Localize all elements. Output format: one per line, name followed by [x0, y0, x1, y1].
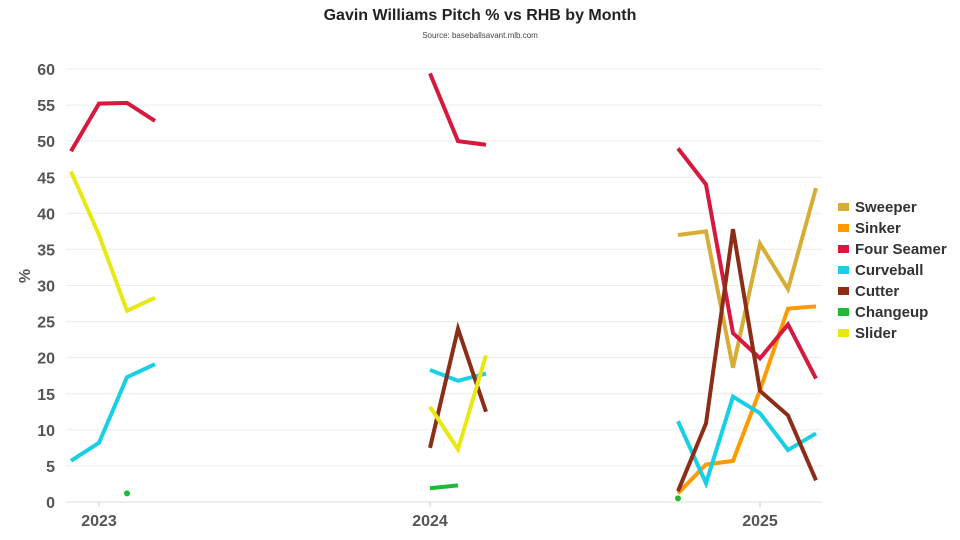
x-tick-label: 2025 [742, 513, 778, 530]
curveball-line [676, 393, 818, 489]
four-seamer-line [676, 147, 818, 380]
y-tick-label: 15 [37, 387, 55, 404]
four-seamer-line [428, 72, 487, 147]
y-tick-label: 0 [46, 495, 55, 512]
four-seamer-line [69, 100, 157, 153]
slider-line [69, 170, 156, 314]
y-tick-label: 40 [37, 206, 55, 223]
y-axis-label: % [17, 269, 34, 283]
y-tick-label: 25 [37, 315, 55, 332]
y-tick-label: 35 [37, 242, 55, 259]
legend-cutter: Cutter [855, 283, 899, 300]
four-seamer-legend-swatch [838, 245, 849, 253]
legend-sinker: Sinker [855, 220, 901, 237]
legend-sweeper: Sweeper [855, 199, 917, 216]
chart-subtitle: Source: baseballsavant.mlb.com [422, 31, 538, 40]
curveball-legend-swatch [838, 266, 849, 274]
changeup-line [429, 483, 459, 491]
y-tick-label: 10 [37, 423, 55, 440]
changeup-legend-swatch [838, 308, 849, 316]
changeup-point [124, 490, 130, 497]
sweeper-legend-swatch [838, 203, 849, 211]
y-tick-label: 55 [37, 98, 55, 115]
curveball-line [69, 362, 156, 463]
legend-curveball: Curveball [855, 262, 923, 279]
sinker-legend-swatch [838, 224, 849, 232]
legend-four-seamer: Four Seamer [855, 241, 947, 258]
slider-line [428, 354, 488, 455]
cutter-legend-swatch [838, 287, 849, 295]
slider-legend-swatch [838, 329, 849, 337]
x-tick-label: 2023 [81, 513, 117, 530]
legend-changeup: Changeup [855, 304, 928, 321]
y-tick-label: 20 [37, 351, 55, 368]
chart-title: Gavin Williams Pitch % vs RHB by Month [323, 7, 637, 24]
x-tick-label: 2024 [412, 513, 448, 530]
curveball-line [429, 368, 487, 383]
y-tick-label: 5 [46, 459, 55, 476]
changeup-point [675, 495, 681, 502]
cutter-line [676, 228, 818, 492]
y-tick-label: 30 [37, 279, 55, 296]
y-tick-label: 60 [37, 62, 55, 79]
y-tick-label: 45 [37, 170, 55, 187]
legend-slider: Slider [855, 325, 897, 342]
y-tick-label: 50 [37, 134, 55, 151]
